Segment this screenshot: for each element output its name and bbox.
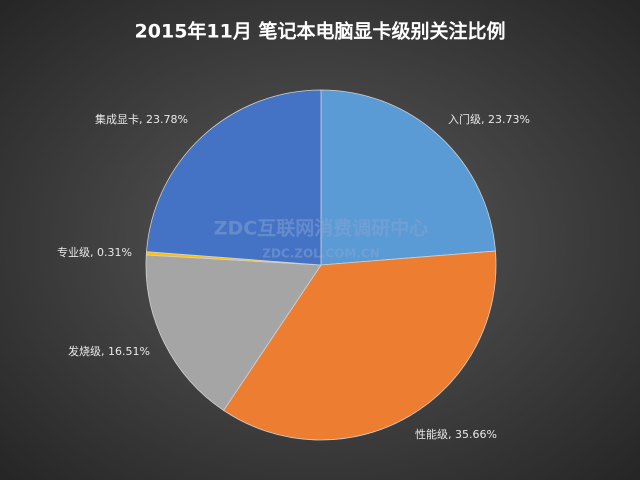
chart-title: 2015年11月 笔记本电脑显卡级别关注比例	[135, 20, 506, 43]
pie	[145, 89, 497, 441]
pie-slice	[145, 254, 322, 411]
pie-slice	[223, 250, 497, 441]
data-label: 入门级, 23.73%	[448, 112, 530, 126]
data-label: 发烧级, 16.51%	[68, 344, 150, 358]
data-label: 性能级, 35.66%	[415, 427, 497, 441]
watermark: ZDC互联网消费调研中心	[214, 217, 429, 240]
pie-slice	[146, 89, 322, 266]
watermark: ZDC.ZOL.COM.CN	[262, 247, 380, 261]
data-label: 集成显卡, 23.78%	[95, 112, 188, 126]
pie-slice	[320, 89, 496, 266]
data-label: 专业级, 0.31%	[57, 245, 132, 259]
